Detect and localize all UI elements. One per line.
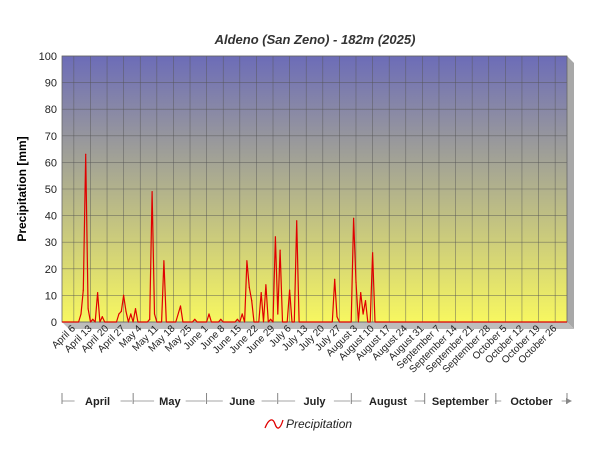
data-point <box>80 313 82 315</box>
data-point <box>87 308 89 310</box>
plot-shadow-bottom <box>62 322 574 329</box>
data-point <box>97 292 99 294</box>
data-point <box>130 313 132 315</box>
y-tick-label: 10 <box>45 290 57 302</box>
y-axis-label: Precipitation [mm] <box>15 136 29 241</box>
data-point <box>277 313 279 315</box>
data-point <box>82 289 84 291</box>
y-tick-label: 30 <box>45 237 57 249</box>
plot-shadow <box>62 56 574 329</box>
data-point <box>246 260 248 262</box>
data-point <box>360 292 362 294</box>
data-point <box>163 260 165 262</box>
data-point <box>260 292 262 294</box>
data-point <box>134 308 137 310</box>
month-label: May <box>159 396 181 408</box>
data-point <box>125 310 127 312</box>
data-point <box>372 252 374 254</box>
month-label: August <box>369 396 407 408</box>
data-point <box>194 318 196 320</box>
legend-line-icon <box>264 419 284 429</box>
data-point <box>355 281 357 283</box>
y-tick-label: 60 <box>45 157 57 169</box>
data-point <box>270 318 272 320</box>
month-label: September <box>432 396 490 408</box>
plot-shadow-right <box>567 56 574 329</box>
y-tick-label: 0 <box>51 317 57 329</box>
month-label: April <box>85 396 110 408</box>
data-point <box>92 318 94 320</box>
data-point <box>123 294 125 296</box>
y-tick-label: 20 <box>45 264 57 276</box>
data-point <box>236 318 238 320</box>
y-tick-label: 40 <box>45 211 57 223</box>
axis-arrow-icon <box>566 398 572 404</box>
data-point <box>118 313 120 315</box>
month-label: June <box>229 396 255 408</box>
data-point <box>274 236 276 238</box>
data-point <box>251 300 253 302</box>
data-point <box>153 313 156 315</box>
data-point <box>364 300 367 302</box>
month-label: July <box>303 396 326 408</box>
series-layer <box>62 153 567 323</box>
data-point <box>120 310 122 312</box>
data-point <box>85 153 87 155</box>
chart-title: Aldeno (San Zeno) - 182m (2025) <box>214 32 416 47</box>
data-point <box>265 284 267 286</box>
data-point <box>289 289 291 291</box>
y-tick-label: 90 <box>45 78 57 90</box>
legend-label-precipitation: Precipitation <box>286 417 352 431</box>
data-point <box>149 318 151 320</box>
legend: Precipitation <box>264 417 352 431</box>
month-label: October <box>510 396 553 408</box>
data-point <box>179 305 182 307</box>
y-tick-label: 80 <box>45 104 57 116</box>
data-point <box>241 313 243 315</box>
y-axis-ticks: 0 10 20 30 40 50 60 70 80 90 100 <box>39 51 57 329</box>
data-point <box>296 220 298 222</box>
data-point <box>336 316 338 318</box>
data-point <box>101 316 103 318</box>
data-point <box>151 191 153 193</box>
data-point <box>279 249 281 251</box>
y-tick-label: 100 <box>39 51 57 63</box>
data-point <box>362 313 364 315</box>
data-point <box>353 217 355 219</box>
y-tick-label: 70 <box>45 131 57 143</box>
data-point <box>334 278 336 280</box>
month-axis: April May June July August September October <box>61 393 572 408</box>
data-point <box>248 286 250 288</box>
data-point <box>208 313 210 315</box>
grid <box>61 55 568 323</box>
data-point <box>220 318 222 320</box>
y-tick-label: 50 <box>45 184 57 196</box>
